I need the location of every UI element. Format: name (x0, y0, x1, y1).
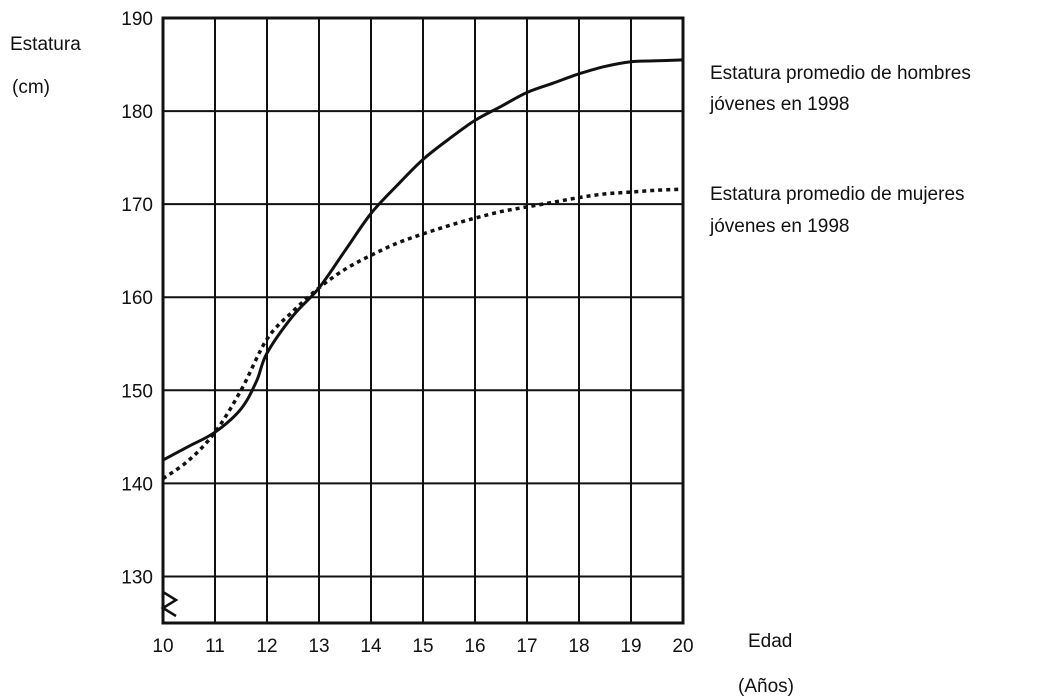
x-tick-labels: 10 11 12 13 14 15 16 17 18 19 20 (152, 636, 693, 657)
y-tick-label-130: 130 (121, 567, 153, 588)
x-tick-label-14: 14 (360, 636, 382, 657)
x-tick-label-18: 18 (568, 636, 589, 657)
x-axis-label: Edad (748, 631, 792, 652)
x-tick-label-17: 17 (516, 636, 537, 657)
y-tick-label-150: 150 (121, 381, 153, 402)
male-series-label-line-1: Estatura promedio de hombres (710, 63, 971, 84)
y-tick-labels: 130 140 150 160 170 180 190 (121, 9, 153, 588)
y-tick-label-160: 160 (121, 288, 153, 309)
male-height-line (161, 58, 685, 462)
series-layer (161, 58, 685, 481)
x-axis-unit-label: (Años) (738, 676, 794, 696)
y-tick-label-140: 140 (121, 474, 153, 495)
y-axis-break-zigzag (160, 590, 179, 618)
grid (162, 17, 684, 623)
x-tick-label-19: 19 (620, 636, 641, 657)
y-tick-label-190: 190 (121, 9, 153, 30)
y-axis-unit-label: (cm) (12, 77, 50, 98)
x-tick-label-10: 10 (152, 636, 173, 657)
y-axis-label: Estatura (10, 34, 81, 55)
y-tick-label-170: 170 (121, 195, 153, 216)
female-height-line (161, 187, 684, 481)
x-tick-label-15: 15 (412, 636, 433, 657)
x-tick-label-13: 13 (308, 636, 329, 657)
x-tick-label-16: 16 (464, 636, 485, 657)
x-tick-label-12: 12 (256, 636, 277, 657)
female-series-label-line-1: Estatura promedio de mujeres (710, 184, 965, 205)
y-tick-label-180: 180 (121, 102, 153, 123)
female-series-label-line-2: jóvenes en 1998 (709, 216, 849, 237)
x-tick-label-20: 20 (672, 636, 693, 657)
plot-frame (161, 16, 685, 625)
x-tick-label-11: 11 (205, 636, 225, 657)
male-series-label-line-2: jóvenes en 1998 (709, 94, 849, 115)
